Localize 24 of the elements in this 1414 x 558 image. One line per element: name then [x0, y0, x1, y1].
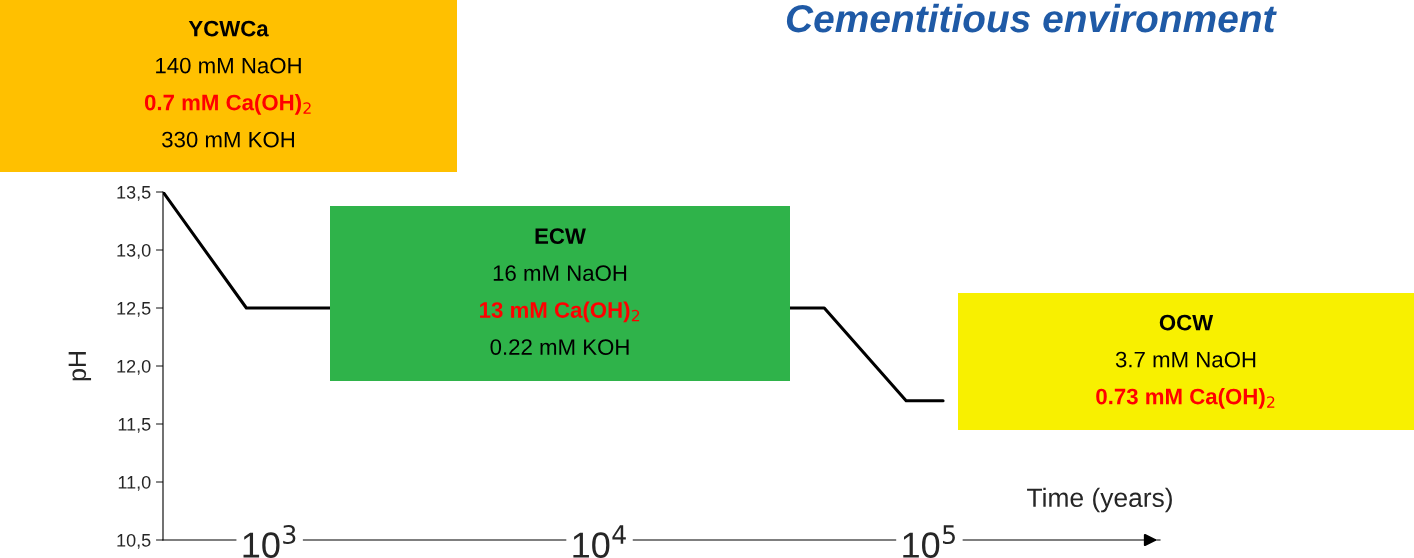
- text: 0.7 mM Ca(OH)$_{2}$: [144, 94, 311, 115]
- annotation: 3.7 mM NaOH: [1115, 351, 1256, 368]
- x-tick-label: 10$^{3}$: [243, 524, 296, 558]
- annotation: 0.73 mM Ca(OH)$_{2}$: [1096, 388, 1275, 409]
- annotation: ECW: [535, 228, 586, 244]
- x-axis-title: Time (years): [1027, 487, 1172, 513]
- text: 140 mM NaOH: [156, 57, 301, 74]
- y-tick-label: 13,5: [117, 185, 151, 201]
- x-tick-label: 10$^{5}$: [903, 525, 955, 558]
- annotation: 16 mM NaOH: [493, 265, 627, 281]
- chart-title: Cementitious environment: [786, 3, 1277, 33]
- y-tick-label: 11,5: [118, 418, 151, 433]
- y-axis-title: pH: [68, 352, 92, 381]
- annotation: OCW: [1159, 314, 1214, 331]
- y-tick-label: 10,5: [117, 533, 151, 549]
- annotation: 13 mM Ca(OH)$_{2}$: [480, 301, 640, 323]
- annotation: 0.22 mM KOH: [490, 339, 629, 355]
- y-tick-label: 11,0: [118, 475, 151, 491]
- y-tick-label: 12,0: [117, 359, 151, 375]
- text: 330 mM KOH: [162, 131, 294, 148]
- text: YCWCa: [188, 20, 269, 37]
- y-tick-label: 13,0: [117, 243, 151, 259]
- x-tick-label: 10$^{4}$: [573, 525, 626, 558]
- y-tick-label: 12,5: [117, 301, 151, 317]
